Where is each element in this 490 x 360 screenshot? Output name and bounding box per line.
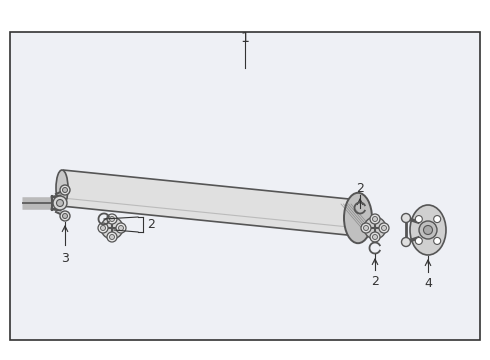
Circle shape bbox=[364, 225, 368, 230]
Circle shape bbox=[372, 234, 377, 239]
Circle shape bbox=[401, 238, 411, 247]
Circle shape bbox=[56, 199, 64, 207]
Ellipse shape bbox=[344, 193, 372, 243]
Circle shape bbox=[434, 216, 441, 222]
Polygon shape bbox=[60, 170, 360, 236]
Circle shape bbox=[60, 211, 70, 221]
Circle shape bbox=[416, 238, 422, 244]
Circle shape bbox=[119, 225, 123, 230]
Text: 4: 4 bbox=[424, 277, 432, 290]
Circle shape bbox=[401, 213, 411, 222]
Circle shape bbox=[423, 225, 433, 234]
Circle shape bbox=[100, 225, 105, 230]
Text: 3: 3 bbox=[61, 252, 69, 265]
Ellipse shape bbox=[56, 170, 68, 206]
Bar bbox=[10, 32, 480, 340]
Circle shape bbox=[53, 196, 67, 210]
Ellipse shape bbox=[364, 217, 386, 239]
Text: 2: 2 bbox=[371, 275, 379, 288]
Circle shape bbox=[107, 232, 117, 242]
Text: 2: 2 bbox=[356, 181, 364, 194]
Circle shape bbox=[116, 223, 126, 233]
Text: 1: 1 bbox=[241, 31, 249, 45]
Circle shape bbox=[416, 216, 422, 222]
Circle shape bbox=[419, 221, 437, 239]
Ellipse shape bbox=[410, 205, 446, 255]
Circle shape bbox=[370, 214, 380, 224]
Circle shape bbox=[382, 225, 387, 230]
Circle shape bbox=[98, 223, 108, 233]
Circle shape bbox=[379, 223, 389, 233]
Bar bbox=[10, 32, 480, 340]
Circle shape bbox=[370, 232, 380, 242]
Circle shape bbox=[63, 213, 68, 219]
Circle shape bbox=[109, 234, 115, 239]
Text: 2: 2 bbox=[147, 217, 155, 230]
Ellipse shape bbox=[101, 217, 123, 239]
Circle shape bbox=[107, 214, 117, 224]
Circle shape bbox=[63, 188, 68, 193]
Circle shape bbox=[434, 238, 441, 244]
Circle shape bbox=[372, 216, 377, 221]
Circle shape bbox=[60, 185, 70, 195]
Circle shape bbox=[361, 223, 371, 233]
Circle shape bbox=[109, 216, 115, 221]
